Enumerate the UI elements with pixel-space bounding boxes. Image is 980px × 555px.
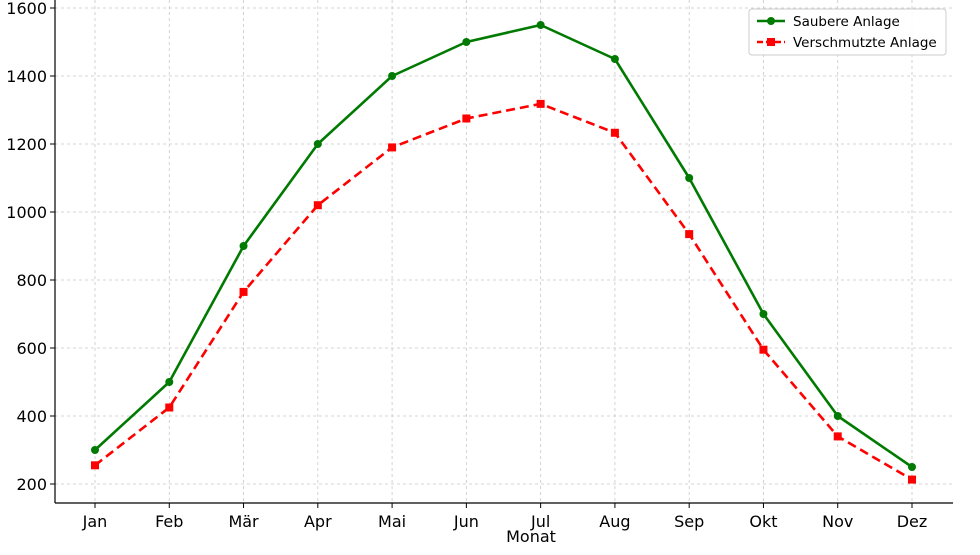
y-tick-label: 1400 [6,67,47,86]
data-point [313,140,322,148]
y-tick-label: 400 [16,407,47,426]
series-line [94,102,913,481]
axes [54,0,953,504]
data-point [388,72,397,80]
series-line [94,23,913,469]
data-point [536,99,545,108]
y-tick-label: 1600 [6,0,47,18]
legend-entry-label: Verschmutzte Anlage [793,35,937,51]
data-point [462,114,471,123]
x-tick-label: Mai [378,512,406,531]
data-point [388,143,397,152]
data-point [239,242,248,250]
x-tick-label: Jan [82,512,108,531]
data-point [685,230,694,239]
data-point [685,174,694,182]
data-point [462,38,471,46]
data-point [165,378,174,386]
x-tick-label: Feb [155,512,183,531]
data-point [759,310,768,318]
y-tick-label: 1000 [6,203,47,222]
data-point [536,21,545,29]
x-tick-label: Jun [453,512,479,531]
tick-labels: Jan Feb Mär Apr Mai Jun Jul Aug Sep Okt Nov Dez 200 4… [6,0,927,531]
x-tick-label: Mär [228,512,259,531]
y-tick-label: 200 [16,475,47,494]
data-point [610,128,619,137]
data-point [91,461,99,470]
data-point [908,475,916,484]
x-axis-label: Monat [506,527,556,546]
series-saubere-anlage [91,21,916,471]
x-tick-label: Sep [674,512,704,531]
x-tick-label: Apr [304,512,332,531]
legend-entry-label: Saubere Anlage [793,14,900,30]
x-tick-label: Dez [897,512,928,531]
series-verschmutzte-anlage [91,99,916,484]
grid [55,0,953,503]
legend-box [748,8,947,56]
data-point [239,287,248,296]
legend: Saubere Anlage Verschmutzte Anlage [748,8,947,56]
y-tick-label: 1200 [6,135,47,154]
data-point [833,432,842,441]
data-point [313,201,322,210]
data-point [165,403,174,412]
series-layer [91,21,916,484]
data-point [610,55,619,63]
x-tick-label: Aug [599,512,630,531]
data-point [833,412,842,420]
x-tick-label: Okt [749,512,777,531]
y-tick-label: 600 [16,339,47,358]
x-tick-label: Jul [530,512,550,531]
data-point [908,463,916,471]
data-point [91,446,99,454]
legend-swatch-marker [767,38,775,46]
data-point [759,345,768,354]
legend-swatch-marker [767,17,775,25]
y-tick-label: 800 [16,271,47,290]
x-tick-label: Nov [822,512,853,531]
